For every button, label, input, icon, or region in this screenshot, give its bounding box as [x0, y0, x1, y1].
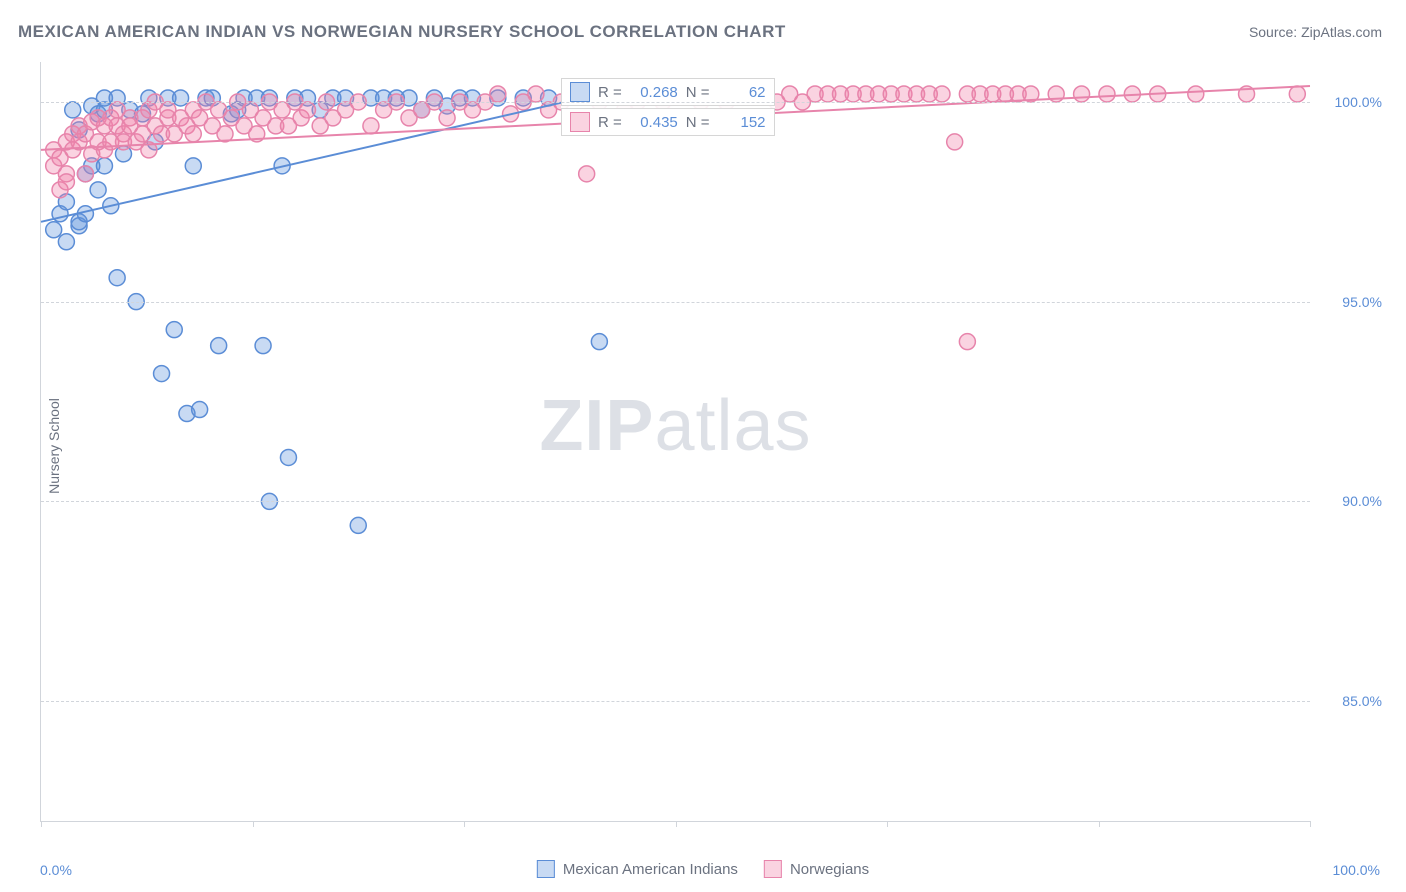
stats-box: R = 0.268 N = 62 R = 0.435 N = 152 — [561, 74, 775, 142]
data-point — [490, 86, 506, 102]
x-axis-max-label: 100.0% — [1333, 862, 1380, 878]
data-point — [154, 366, 170, 382]
data-point — [947, 134, 963, 150]
data-point — [58, 174, 74, 190]
data-point — [299, 102, 315, 118]
data-point — [1188, 86, 1204, 102]
legend-swatch-pink-icon — [764, 860, 782, 878]
x-axis-min-label: 0.0% — [40, 862, 72, 878]
data-point — [528, 86, 544, 102]
legend-item-2: Norwegians — [764, 860, 869, 878]
legend-label-2: Norwegians — [790, 861, 869, 878]
legend: Mexican American Indians Norwegians — [537, 860, 869, 878]
gridline — [41, 302, 1310, 303]
x-tick — [1310, 821, 1311, 827]
n-label-1: N = — [686, 84, 710, 101]
legend-swatch-blue-icon — [537, 860, 555, 878]
data-point — [579, 166, 595, 182]
data-point — [185, 126, 201, 142]
n-value-1: 62 — [718, 84, 766, 101]
data-point — [185, 158, 201, 174]
data-point — [90, 182, 106, 198]
data-point — [255, 338, 271, 354]
y-tick-label: 95.0% — [1342, 294, 1382, 310]
data-point — [934, 86, 950, 102]
swatch-blue-icon — [570, 82, 590, 102]
data-point — [439, 110, 455, 126]
data-point — [65, 102, 81, 118]
y-tick-label: 100.0% — [1335, 94, 1382, 110]
data-point — [1289, 86, 1305, 102]
n-value-2: 152 — [718, 114, 766, 131]
x-tick — [41, 821, 42, 827]
n-label-2: N = — [686, 114, 710, 131]
data-point — [211, 338, 227, 354]
x-tick — [253, 821, 254, 827]
stats-row-2: R = 0.435 N = 152 — [561, 108, 775, 136]
data-point — [96, 158, 112, 174]
data-point — [192, 402, 208, 418]
data-point — [363, 118, 379, 134]
data-point — [109, 270, 125, 286]
x-tick — [1099, 821, 1100, 827]
chart-svg — [41, 62, 1310, 821]
x-tick — [887, 821, 888, 827]
data-point — [77, 166, 93, 182]
data-point — [959, 334, 975, 350]
data-point — [280, 449, 296, 465]
y-tick-label: 90.0% — [1342, 493, 1382, 509]
gridline — [41, 701, 1310, 702]
data-point — [173, 90, 189, 106]
r-label-1: R = — [598, 84, 622, 101]
y-tick-label: 85.0% — [1342, 693, 1382, 709]
r-value-2: 0.435 — [630, 114, 678, 131]
source-label: Source: ZipAtlas.com — [1249, 24, 1382, 40]
data-point — [591, 334, 607, 350]
r-label-2: R = — [598, 114, 622, 131]
legend-label-1: Mexican American Indians — [563, 861, 738, 878]
x-tick — [464, 821, 465, 827]
plot-area: ZIPatlas R = 0.268 N = 62 R = 0.435 N = … — [40, 62, 1310, 822]
data-point — [1074, 86, 1090, 102]
gridline — [41, 102, 1310, 103]
data-point — [1099, 86, 1115, 102]
gridline — [41, 501, 1310, 502]
r-value-1: 0.268 — [630, 84, 678, 101]
swatch-pink-icon — [570, 112, 590, 132]
data-point — [46, 222, 62, 238]
data-point — [350, 517, 366, 533]
data-point — [166, 322, 182, 338]
x-tick — [676, 821, 677, 827]
data-point — [58, 234, 74, 250]
legend-item-1: Mexican American Indians — [537, 860, 738, 878]
chart-title: MEXICAN AMERICAN INDIAN VS NORWEGIAN NUR… — [18, 22, 786, 42]
